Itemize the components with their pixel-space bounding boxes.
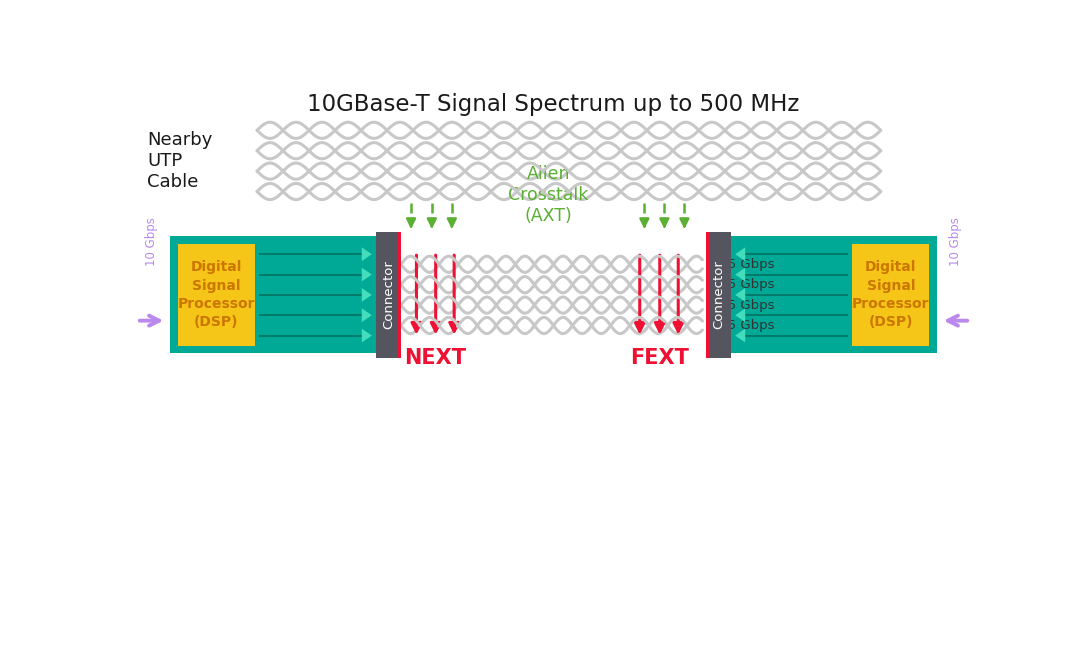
Text: Alien
Crosstalk
(AXT): Alien Crosstalk (AXT) [508,165,589,225]
Bar [706,232,711,358]
Bar [706,232,730,358]
Text: 2.5 Gbps: 2.5 Gbps [715,258,774,271]
Polygon shape [362,329,372,343]
Polygon shape [362,308,372,322]
Polygon shape [362,288,372,302]
Text: 10 Gbps: 10 Gbps [145,217,158,266]
Polygon shape [735,268,745,281]
Text: 2.5 Gbps: 2.5 Gbps [715,278,774,291]
Text: 2.5 Gbps: 2.5 Gbps [715,319,774,332]
Text: Nearby
UTP
Cable: Nearby UTP Cable [147,131,213,191]
Text: 10 Gbps: 10 Gbps [949,217,962,266]
Polygon shape [735,308,745,322]
Text: 10GBase-T Signal Spectrum up to 500 MHz: 10GBase-T Signal Spectrum up to 500 MHz [308,93,799,116]
Bar [396,232,401,358]
Polygon shape [362,248,372,261]
Polygon shape [735,288,745,302]
Polygon shape [735,248,745,261]
Bar [730,237,937,353]
Text: Connector: Connector [382,260,395,329]
Polygon shape [735,329,745,343]
Text: 2.5 Gbps: 2.5 Gbps [715,299,774,312]
Bar [170,237,377,353]
Text: Connector: Connector [712,260,725,329]
Text: FEXT: FEXT [630,348,689,368]
Text: Digital
Signal
Processor
(DSP): Digital Signal Processor (DSP) [177,260,255,329]
Polygon shape [362,268,372,281]
Bar [377,232,401,358]
Bar [178,244,255,346]
Bar [852,244,929,346]
Text: NEXT: NEXT [404,348,467,368]
Text: Digital
Signal
Processor
(DSP): Digital Signal Processor (DSP) [852,260,930,329]
